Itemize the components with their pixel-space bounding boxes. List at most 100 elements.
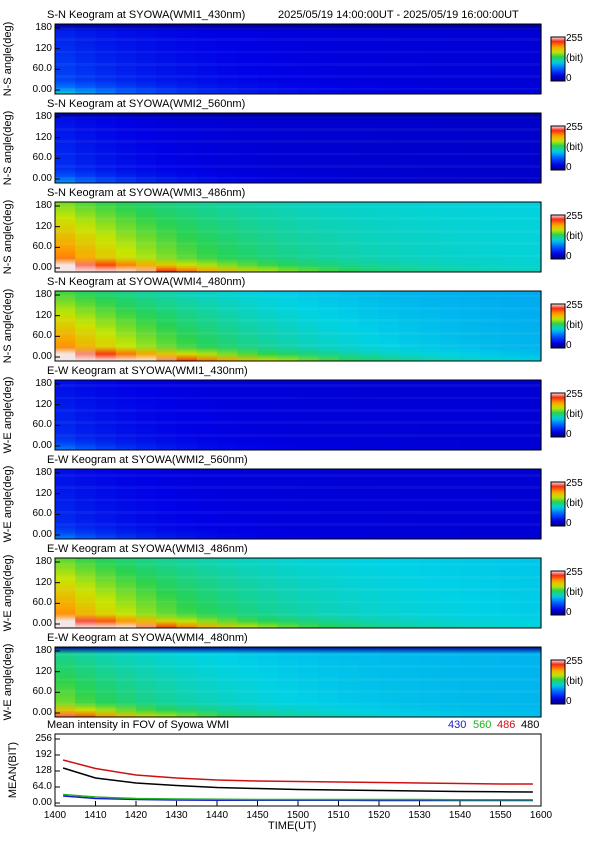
ytick-label: 120 bbox=[35, 42, 52, 54]
line-ytick-label: 64.0 bbox=[32, 781, 52, 792]
line-xtick-label: 1420 bbox=[124, 810, 148, 821]
colorbar bbox=[550, 392, 566, 438]
line-xtick-label: 1600 bbox=[529, 810, 553, 821]
colorbar-max-label: 255 bbox=[566, 567, 583, 578]
line-chart-title: Mean intensity in FOV of Syowa WMI bbox=[47, 719, 230, 731]
legend-entry-560: 560 bbox=[473, 719, 492, 731]
colorbar-min-label: 0 bbox=[566, 251, 572, 262]
colorbar bbox=[550, 303, 566, 349]
colorbar-unit-label: (bit) bbox=[566, 231, 584, 242]
line-xtick-label: 1500 bbox=[286, 810, 310, 821]
keogram-panel-6 bbox=[54, 468, 566, 540]
ytick-label: 180 bbox=[35, 645, 52, 656]
ytick-label: 0.00 bbox=[32, 262, 52, 273]
ytick-label: 60.0 bbox=[32, 330, 52, 342]
colorbar-max-label: 255 bbox=[566, 211, 583, 222]
colorbar-min-label: 0 bbox=[566, 162, 572, 173]
keogram-title: E-W Keogram at SYOWA(WMI2_560nm) bbox=[47, 454, 248, 466]
ytick-label: 60.0 bbox=[32, 63, 52, 75]
keogram-ylabel: N-S angle(deg) bbox=[2, 21, 14, 97]
colorbar-min-label: 0 bbox=[566, 518, 572, 529]
ytick-label: 0.00 bbox=[32, 440, 52, 451]
colorbar-max-label: 255 bbox=[566, 389, 583, 400]
ytick-label: 0.00 bbox=[32, 173, 52, 184]
line-xtick-label: 1540 bbox=[448, 810, 472, 821]
colorbar-unit-label: (bit) bbox=[566, 587, 584, 598]
keogram-panel-7 bbox=[54, 557, 566, 629]
keogram-title: S-N Keogram at SYOWA(WMI4_480nm) bbox=[47, 276, 246, 288]
line-xtick-label: 1520 bbox=[367, 810, 391, 821]
keogram-ylabel: W-E angle(deg) bbox=[2, 465, 14, 543]
line-ytick-label: 0.00 bbox=[32, 797, 52, 808]
keogram-title: E-W Keogram at SYOWA(WMI4_480nm) bbox=[47, 632, 248, 644]
legend-entry-480: 480 bbox=[521, 719, 540, 731]
keogram-ylabel: N-S angle(deg) bbox=[2, 110, 14, 186]
date-range: 2025/05/19 14:00:00UT - 2025/05/19 16:00… bbox=[278, 9, 519, 21]
colorbar-max-label: 255 bbox=[566, 122, 583, 133]
ytick-label: 120 bbox=[35, 398, 52, 410]
line-ytick-label: 128 bbox=[35, 765, 52, 776]
colorbar-unit-label: (bit) bbox=[566, 498, 584, 509]
ytick-label: 120 bbox=[35, 309, 52, 321]
colorbar-unit-label: (bit) bbox=[566, 320, 584, 331]
keogram-ylabel: W-E angle(deg) bbox=[2, 643, 14, 721]
colorbar bbox=[550, 125, 566, 171]
colorbar bbox=[550, 36, 566, 82]
keogram-title: E-W Keogram at SYOWA(WMI1_430nm) bbox=[47, 365, 248, 377]
ytick-label: 0.00 bbox=[32, 84, 52, 95]
line-xtick-label: 1410 bbox=[84, 810, 107, 821]
colorbar bbox=[550, 570, 566, 616]
ytick-label: 60.0 bbox=[32, 152, 52, 164]
ytick-label: 60.0 bbox=[32, 241, 52, 253]
line-xtick-label: 1530 bbox=[408, 810, 431, 821]
ytick-label: 180 bbox=[35, 111, 52, 122]
colorbar-max-label: 255 bbox=[566, 656, 583, 667]
ytick-label: 0.00 bbox=[32, 529, 52, 540]
ytick-label: 60.0 bbox=[32, 597, 52, 609]
ytick-label: 180 bbox=[35, 556, 52, 567]
ytick-label: 120 bbox=[35, 487, 52, 499]
ytick-label: 60.0 bbox=[32, 419, 52, 431]
series-line-480 bbox=[62, 767, 533, 793]
colorbar-max-label: 255 bbox=[566, 300, 583, 311]
legend-entry-430: 430 bbox=[448, 719, 467, 731]
ytick-label: 120 bbox=[35, 131, 52, 143]
ytick-label: 180 bbox=[35, 289, 52, 300]
line-xtick-label: 1450 bbox=[246, 810, 269, 821]
colorbar-min-label: 0 bbox=[566, 607, 572, 618]
ytick-label: 120 bbox=[35, 576, 52, 588]
line-xtick-label: 1510 bbox=[327, 810, 350, 821]
colorbar bbox=[550, 659, 566, 705]
y-axis-label: MEAN(BIT) bbox=[7, 741, 19, 799]
colorbar bbox=[550, 481, 566, 527]
keogram-ylabel: W-E angle(deg) bbox=[2, 376, 14, 454]
line-xtick-label: 1550 bbox=[489, 810, 512, 821]
mean-intensity-chart bbox=[54, 733, 542, 807]
ytick-label: 180 bbox=[35, 200, 52, 211]
line-xtick-label: 1430 bbox=[165, 810, 188, 821]
ytick-label: 60.0 bbox=[32, 686, 52, 698]
keogram-title: S-N Keogram at SYOWA(WMI3_486nm) bbox=[47, 187, 246, 199]
line-xtick-label: 1400 bbox=[43, 810, 67, 821]
legend-entry-486: 486 bbox=[497, 719, 516, 731]
colorbar-unit-label: (bit) bbox=[566, 53, 584, 64]
keogram-panel-2 bbox=[54, 112, 566, 184]
x-axis-label: TIME(UT) bbox=[268, 820, 317, 832]
ytick-label: 120 bbox=[35, 665, 52, 677]
ytick-label: 0.00 bbox=[32, 618, 52, 629]
line-ytick-label: 256 bbox=[35, 733, 52, 744]
colorbar-max-label: 255 bbox=[566, 33, 583, 44]
keogram-panel-4 bbox=[54, 290, 566, 362]
colorbar-max-label: 255 bbox=[566, 478, 583, 489]
ytick-label: 180 bbox=[35, 378, 52, 389]
keogram-panel-3 bbox=[54, 201, 566, 273]
colorbar-unit-label: (bit) bbox=[566, 142, 584, 153]
line-chart-frame bbox=[54, 733, 542, 807]
series-line-486 bbox=[62, 759, 533, 785]
keogram-title: E-W Keogram at SYOWA(WMI3_486nm) bbox=[47, 543, 248, 555]
colorbar-min-label: 0 bbox=[566, 73, 572, 84]
ytick-label: 180 bbox=[35, 22, 52, 33]
colorbar-unit-label: (bit) bbox=[566, 409, 584, 420]
colorbar bbox=[550, 214, 566, 260]
